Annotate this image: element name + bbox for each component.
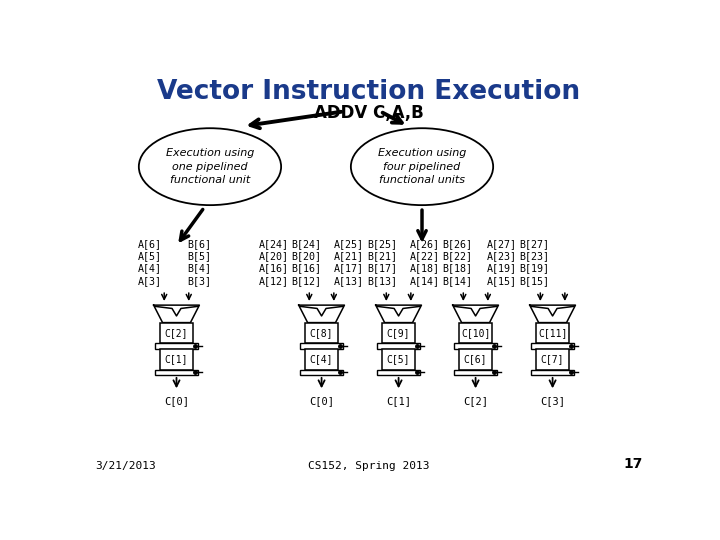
Text: C[8]: C[8] <box>310 328 333 338</box>
Bar <box>536 322 569 343</box>
Text: B[26]: B[26] <box>443 239 472 248</box>
Text: ADDV C,A,B: ADDV C,A,B <box>314 104 424 122</box>
Text: A[24]: A[24] <box>258 239 289 248</box>
Text: A[23]: A[23] <box>487 251 517 261</box>
Text: 3/21/2013: 3/21/2013 <box>96 462 156 471</box>
Text: A[18]: A[18] <box>410 264 441 274</box>
Text: B[19]: B[19] <box>520 264 549 274</box>
Text: A[17]: A[17] <box>334 264 364 274</box>
Bar <box>531 343 575 349</box>
Text: B[24]: B[24] <box>291 239 321 248</box>
Text: A[25]: A[25] <box>334 239 364 248</box>
Bar <box>454 343 498 349</box>
Text: B[25]: B[25] <box>366 239 397 248</box>
Text: A[14]: A[14] <box>410 276 441 286</box>
Text: C[7]: C[7] <box>541 354 564 364</box>
Text: A[12]: A[12] <box>258 276 289 286</box>
Text: A[22]: A[22] <box>410 251 441 261</box>
Text: A[15]: A[15] <box>487 276 517 286</box>
Text: B[21]: B[21] <box>366 251 397 261</box>
Bar <box>459 349 492 369</box>
Text: C[1]: C[1] <box>165 354 188 364</box>
Text: C[2]: C[2] <box>463 396 488 406</box>
Bar <box>536 349 569 369</box>
Text: A[16]: A[16] <box>258 264 289 274</box>
Text: A[5]: A[5] <box>138 251 161 261</box>
Text: A[20]: A[20] <box>258 251 289 261</box>
Text: A[3]: A[3] <box>138 276 161 286</box>
Text: B[6]: B[6] <box>188 239 212 248</box>
Text: B[13]: B[13] <box>366 276 397 286</box>
Text: A[13]: A[13] <box>334 276 364 286</box>
Text: C[5]: C[5] <box>387 354 410 364</box>
Text: Vector Instruction Execution: Vector Instruction Execution <box>158 79 580 105</box>
Text: A[19]: A[19] <box>487 264 517 274</box>
Text: 17: 17 <box>623 457 642 471</box>
Bar <box>531 369 575 375</box>
Text: B[5]: B[5] <box>188 251 212 261</box>
Text: B[3]: B[3] <box>188 276 212 286</box>
Text: A[4]: A[4] <box>138 264 161 274</box>
Text: Execution using
four pipelined
functional units: Execution using four pipelined functiona… <box>378 148 466 185</box>
Bar <box>300 369 343 375</box>
Text: B[16]: B[16] <box>291 264 321 274</box>
Text: B[14]: B[14] <box>443 276 472 286</box>
Text: B[18]: B[18] <box>443 264 472 274</box>
Bar <box>305 349 338 369</box>
Bar <box>155 369 198 375</box>
Text: A[26]: A[26] <box>410 239 441 248</box>
Text: C[2]: C[2] <box>165 328 188 338</box>
Text: C[11]: C[11] <box>538 328 567 338</box>
Text: C[4]: C[4] <box>310 354 333 364</box>
Bar <box>377 343 420 349</box>
Text: C[10]: C[10] <box>461 328 490 338</box>
Text: B[4]: B[4] <box>188 264 212 274</box>
Text: C[1]: C[1] <box>386 396 411 406</box>
Bar <box>382 322 415 343</box>
Text: B[23]: B[23] <box>520 251 549 261</box>
Text: CS152, Spring 2013: CS152, Spring 2013 <box>308 462 430 471</box>
Bar <box>305 322 338 343</box>
Text: Execution using
one pipelined
functional unit: Execution using one pipelined functional… <box>166 148 254 185</box>
Text: B[20]: B[20] <box>291 251 321 261</box>
Bar <box>161 349 193 369</box>
Text: B[27]: B[27] <box>520 239 549 248</box>
Bar <box>377 369 420 375</box>
Text: C[9]: C[9] <box>387 328 410 338</box>
Text: B[17]: B[17] <box>366 264 397 274</box>
Text: C[6]: C[6] <box>464 354 487 364</box>
Text: A[6]: A[6] <box>138 239 161 248</box>
Bar <box>161 322 193 343</box>
Text: C[0]: C[0] <box>309 396 334 406</box>
Text: B[15]: B[15] <box>520 276 549 286</box>
Text: C[3]: C[3] <box>540 396 565 406</box>
Bar <box>155 343 198 349</box>
Text: B[12]: B[12] <box>291 276 321 286</box>
Bar <box>300 343 343 349</box>
Text: B[22]: B[22] <box>443 251 472 261</box>
Text: A[27]: A[27] <box>487 239 517 248</box>
Text: C[0]: C[0] <box>164 396 189 406</box>
Bar <box>454 369 498 375</box>
Bar <box>382 349 415 369</box>
Bar <box>459 322 492 343</box>
Text: A[21]: A[21] <box>334 251 364 261</box>
